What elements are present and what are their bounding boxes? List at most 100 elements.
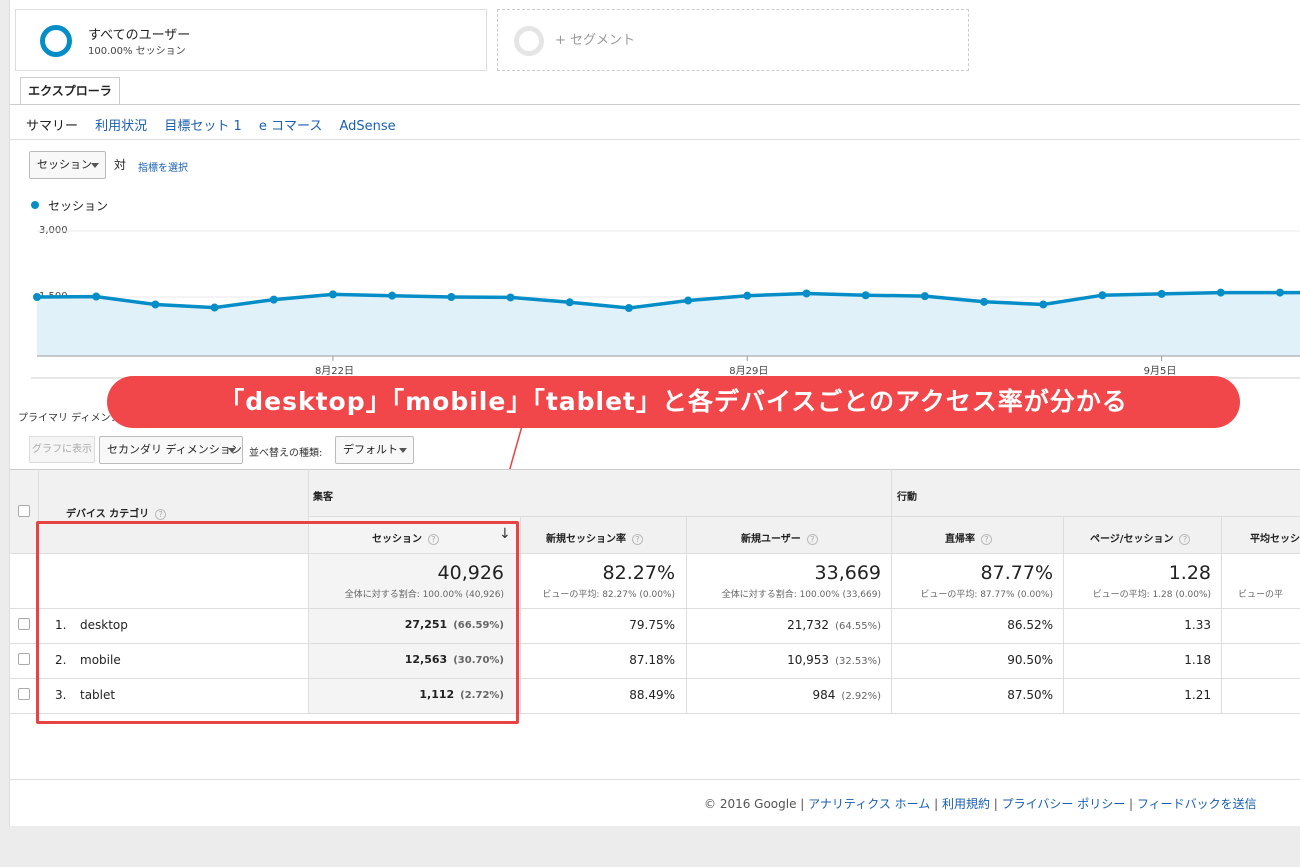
x-tick-label-0: 8月22日 — [314, 366, 355, 377]
footer-link-privacy[interactable]: プライバシー ポリシー — [1001, 797, 1126, 811]
total-pages-per-session: 1.28 — [1168, 562, 1211, 584]
chart-point-17[interactable] — [1039, 300, 1048, 309]
chart-point-11[interactable] — [684, 296, 693, 305]
chart-legend: セッション — [48, 199, 109, 213]
row-bounce-rate: 90.50% — [1007, 653, 1053, 667]
primary-dimension-label: プライマリ ディメンション — [18, 413, 141, 424]
row-pages-per-session: 1.18 — [1184, 653, 1211, 667]
chart-point-13[interactable] — [802, 289, 811, 298]
subnav-divider — [10, 139, 1300, 140]
total-sessions: 40,926 — [437, 562, 504, 584]
chart-point-12[interactable] — [743, 291, 752, 300]
chevron-down-icon — [399, 448, 407, 453]
row-sessions: 27,251 (66.59%) — [404, 618, 504, 631]
footer-link-feedback[interactable]: フィードバックを送信 — [1136, 797, 1257, 811]
chart-point-5[interactable] — [328, 290, 337, 299]
chart-point-14[interactable] — [861, 291, 870, 300]
dimension-header[interactable]: デバイス カテゴリ? — [66, 505, 167, 520]
analytics-page: すべてのユーザー 100.00% セッション + セグメント エクスプローラ サ… — [9, 0, 1300, 826]
metric-dropdown[interactable]: セッション — [29, 151, 106, 179]
help-icon: ? — [155, 508, 167, 520]
select-all-checkbox[interactable] — [18, 505, 30, 517]
row-new-session-rate: 87.18% — [629, 653, 675, 667]
chart-point-10[interactable] — [624, 304, 633, 312]
footer-link-analytics-home[interactable]: アナリティクス ホーム — [808, 797, 931, 811]
highlight-box — [36, 521, 519, 724]
total-new-users: 33,669 — [814, 562, 881, 584]
chart-point-9[interactable] — [565, 298, 574, 307]
subnav-adsense[interactable]: AdSense — [339, 119, 396, 134]
chart-point-19[interactable] — [1157, 289, 1166, 298]
subnav-summary[interactable]: サマリー — [26, 119, 79, 134]
show-graph-button[interactable]: グラフに表示 — [29, 436, 95, 463]
row-bounce-rate: 87.50% — [1007, 688, 1053, 702]
chart-point-8[interactable] — [506, 293, 515, 302]
subnav-usage[interactable]: 利用状況 — [95, 119, 148, 134]
annotation-callout: 「desktop」「mobile」「tablet」と各デバイスごとのアクセス率が… — [107, 376, 1240, 428]
chart-point-18[interactable] — [1098, 291, 1107, 300]
row-number: 2. — [55, 653, 67, 667]
footer-copyright: © 2016 Google — [704, 797, 797, 811]
sub-navigation: サマリー 利用状況 目標セット 1 e コマース AdSense — [26, 115, 409, 134]
subnav-goals[interactable]: 目標セット 1 — [164, 119, 242, 134]
total-new-users-sub: 全体に対する割合: 100.00% (33,669) — [721, 590, 881, 600]
row-device-link[interactable]: tablet — [80, 688, 116, 702]
vs-label: 対 — [114, 158, 127, 172]
help-icon: ? — [428, 533, 439, 545]
col-bounce-rate-header[interactable]: 直帰率? — [945, 530, 992, 545]
chart-point-21[interactable] — [1276, 288, 1284, 297]
group-behavior-header: 行動 — [897, 492, 917, 503]
tab-divider — [10, 104, 1300, 105]
total-sessions-sub: 全体に対する割合: 100.00% (40,926) — [344, 590, 504, 600]
chart-point-4[interactable] — [269, 295, 278, 304]
sessions-line-chart — [31, 230, 1300, 379]
chart-point-6[interactable] — [388, 291, 397, 300]
row-checkbox[interactable] — [18, 653, 30, 665]
chart-point-16[interactable] — [980, 297, 989, 306]
chart-point-0[interactable] — [33, 293, 41, 301]
row-new-users: 984 (2.92%) — [812, 688, 881, 702]
col-pages-per-session-header[interactable]: ページ/セッション? — [1090, 530, 1191, 545]
col-new-users-header[interactable]: 新規ユーザー? — [741, 530, 818, 545]
secondary-dimension-label: セカンダリ ディメンション — [107, 443, 242, 456]
segment-subtitle: 100.00% セッション — [88, 46, 186, 57]
sort-arrow-down-icon[interactable]: ↓ — [499, 526, 511, 542]
row-device-link[interactable]: mobile — [80, 653, 121, 667]
chart-point-1[interactable] — [92, 292, 101, 301]
empty-ring-icon — [514, 26, 544, 56]
chart-point-20[interactable] — [1216, 288, 1225, 297]
chart-point-7[interactable] — [447, 293, 456, 301]
footer-link-terms[interactable]: 利用規約 — [941, 797, 990, 811]
row-checkbox[interactable] — [18, 618, 30, 630]
secondary-dimension-dropdown[interactable]: セカンダリ ディメンション — [99, 436, 243, 464]
help-icon: ? — [981, 533, 992, 545]
row-new-session-rate: 88.49% — [629, 688, 675, 702]
row-pages-per-session: 1.33 — [1184, 618, 1211, 632]
x-tick-label-1: 8月29日 — [729, 366, 769, 377]
help-icon: ? — [632, 533, 643, 545]
row-bounce-rate: 86.52% — [1007, 618, 1053, 632]
row-checkbox[interactable] — [18, 688, 30, 700]
metric-dropdown-label: セッション — [37, 158, 92, 171]
chart-point-15[interactable] — [920, 292, 929, 301]
tab-explorer[interactable]: エクスプローラ — [20, 77, 120, 105]
segment-all-users[interactable]: すべてのユーザー 100.00% セッション — [15, 9, 487, 71]
total-bounce-rate-sub: ビューの平均: 87.77% (0.00%) — [920, 590, 1053, 600]
subnav-ecommerce[interactable]: e コマース — [258, 119, 323, 134]
add-segment-label: + セグメント — [555, 33, 636, 48]
table-header — [10, 469, 1300, 553]
select-metric-link[interactable]: 指標を選択 — [138, 163, 188, 174]
total-pages-per-session-sub: ビューの平均: 1.28 (0.00%) — [1092, 590, 1211, 600]
row-device-link[interactable]: desktop — [80, 618, 128, 632]
sort-dropdown[interactable]: デフォルト — [335, 436, 414, 464]
col-new-session-rate-header[interactable]: 新規セッション率? — [546, 530, 643, 545]
chevron-down-icon — [228, 448, 236, 453]
col-sessions-header[interactable]: セッション? — [372, 530, 439, 545]
segment-title: すべてのユーザー — [88, 28, 191, 43]
col-avg-session-header[interactable]: 平均セッション — [1250, 534, 1300, 545]
chart-point-3[interactable] — [210, 303, 219, 312]
chart-point-2[interactable] — [151, 300, 160, 309]
row-new-users: 21,732 (64.55%) — [787, 618, 881, 632]
add-segment-box[interactable]: + セグメント — [497, 9, 969, 71]
footer: © 2016 Google | アナリティクス ホーム | 利用規約 | プライ… — [704, 797, 1257, 811]
